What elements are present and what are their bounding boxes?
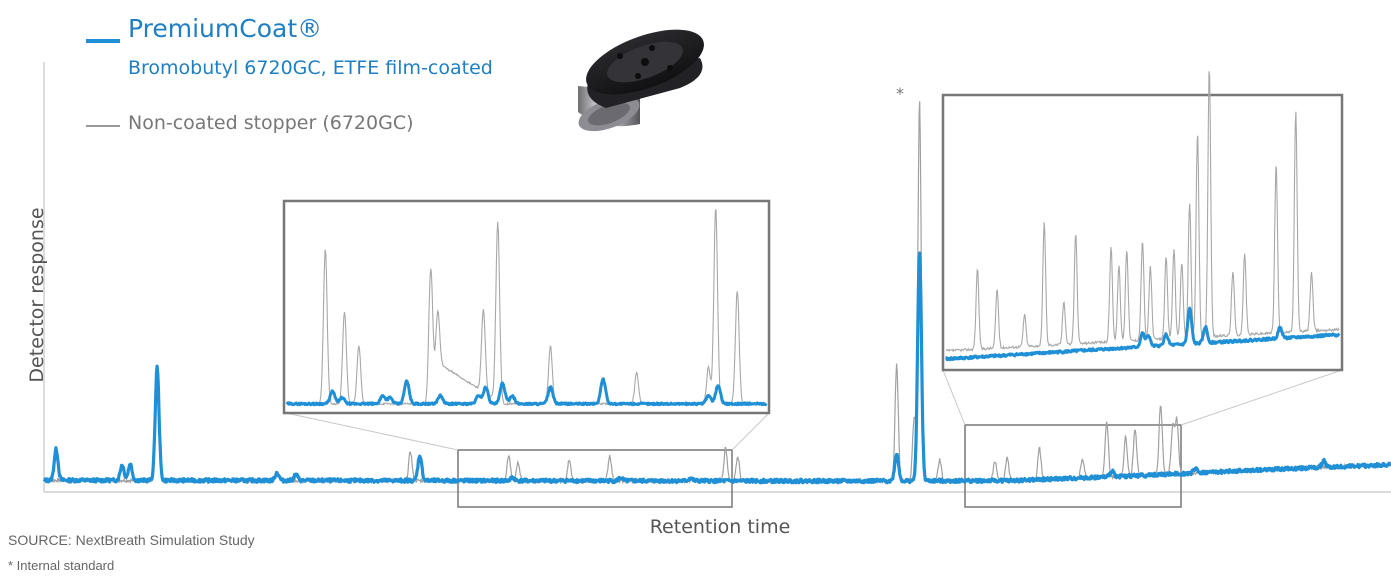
footnote-internal-standard: * Internal standard bbox=[8, 558, 115, 573]
source-note: SOURCE: NextBreath Simulation Study bbox=[8, 532, 255, 548]
zoom-connector bbox=[285, 412, 459, 451]
rubber-stopper-icon bbox=[578, 29, 704, 132]
inset1-series-premiumcoat bbox=[285, 377, 768, 407]
y-axis-label: Detector response bbox=[26, 207, 48, 383]
legend-sublabel-premiumcoat: Bromobutyl 6720GC, ETFE film-coated bbox=[128, 57, 493, 79]
inset2-series-noncoated bbox=[945, 71, 1340, 353]
zoom-connector bbox=[731, 412, 770, 451]
legend-label-premiumcoat: PremiumCoat® bbox=[128, 14, 323, 43]
zoom-connector bbox=[1180, 369, 1343, 426]
legend-swatch-noncoated bbox=[86, 125, 120, 127]
legend-label-noncoated: Non-coated stopper (6720GC) bbox=[128, 112, 414, 134]
legend-swatch-premiumcoat bbox=[86, 39, 120, 43]
internal-standard-marker: * bbox=[896, 84, 904, 103]
x-axis-label: Retention time bbox=[649, 516, 791, 538]
inset-zoom-1 bbox=[282, 199, 771, 415]
zoom-connector bbox=[942, 369, 966, 426]
series-line-premiumcoat bbox=[42, 251, 1391, 485]
inset-zoom-2 bbox=[941, 71, 1344, 372]
inset2-series-premiumcoat bbox=[945, 306, 1341, 362]
zoom-region-2 bbox=[964, 424, 1182, 508]
